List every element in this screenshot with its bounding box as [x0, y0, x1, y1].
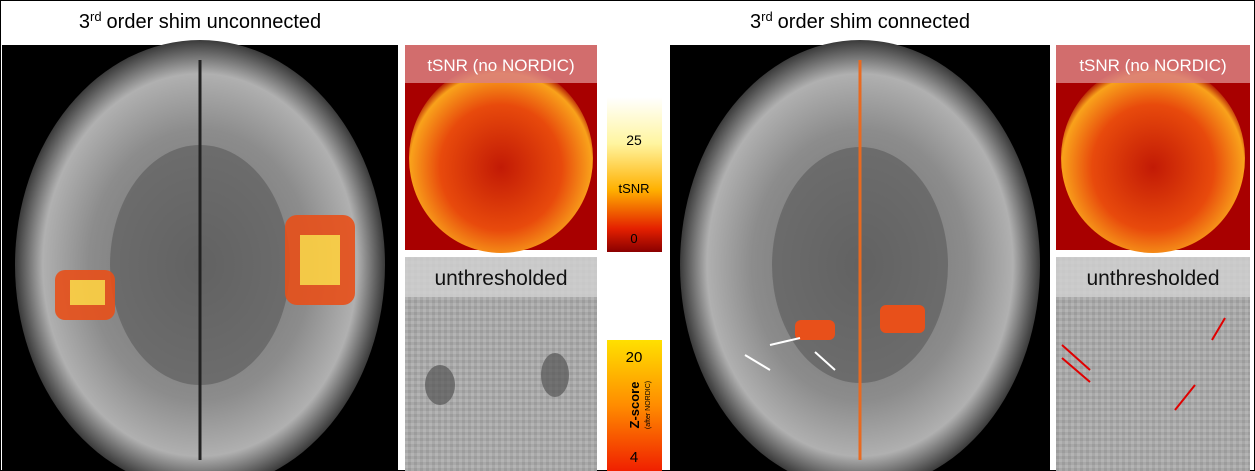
colorbar-min: 4 — [630, 449, 638, 466]
title-text: order shim connected — [778, 11, 970, 33]
title-superscript: rd — [90, 9, 102, 24]
tsnr-colorbar — [607, 97, 662, 252]
tsnr-label: tSNR (no NORDIC) — [1079, 56, 1226, 75]
title-superscript: rd — [761, 9, 773, 24]
colorbar-max: 25 — [626, 132, 642, 148]
panel-title: 3rd order shim connected — [750, 9, 970, 33]
colorbar-label: tSNR — [618, 181, 649, 196]
tsnr-label: tSNR (no NORDIC) — [427, 56, 574, 75]
tsnr-image — [405, 45, 597, 253]
tsnr-image — [1056, 45, 1250, 253]
brain-image — [2, 40, 398, 471]
colorbar-min: 0 — [630, 231, 637, 246]
colorbar-sublabel: (after NORDIC) — [645, 381, 652, 429]
title-number: 3 — [750, 11, 761, 33]
panel-title: 3rd order shim unconnected — [79, 9, 321, 33]
brain-image — [670, 40, 1050, 471]
title-number: 3 — [79, 11, 90, 33]
title-text: order shim unconnected — [107, 11, 322, 33]
unthresholded-label: unthresholded — [1086, 267, 1219, 290]
figure: 3rdorder shim unconnected 3rdorder shim … — [0, 0, 1255, 471]
colorbar-max: 20 — [626, 349, 643, 366]
unthresholded-label: unthresholded — [434, 267, 567, 290]
colorbar-label: Z-score — [627, 382, 642, 429]
